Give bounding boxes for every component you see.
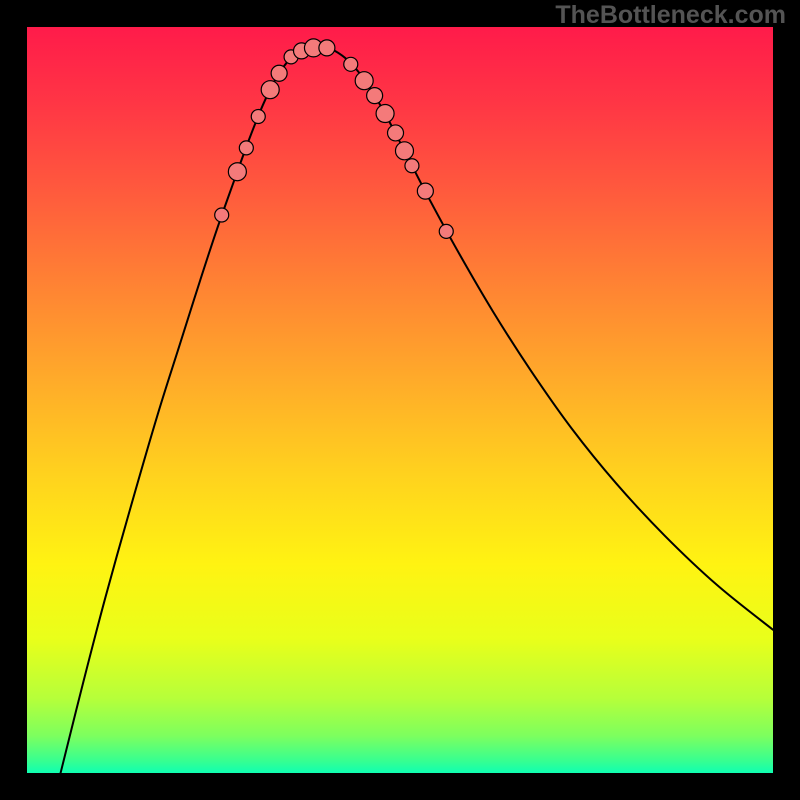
- data-marker: [417, 183, 433, 199]
- data-marker: [261, 81, 279, 99]
- curve-left-branch: [61, 48, 309, 773]
- data-marker: [439, 224, 453, 238]
- data-marker: [376, 105, 394, 123]
- data-marker: [271, 65, 287, 81]
- data-marker: [405, 159, 419, 173]
- data-marker: [319, 40, 335, 56]
- plot-area: [27, 27, 773, 773]
- data-marker: [251, 110, 265, 124]
- data-marker: [344, 57, 358, 71]
- data-marker: [367, 88, 383, 104]
- watermark-label: TheBottleneck.com: [555, 1, 786, 30]
- data-marker: [395, 142, 413, 160]
- data-marker: [239, 141, 253, 155]
- bottleneck-curve: [27, 27, 773, 773]
- data-marker: [215, 208, 229, 222]
- data-marker: [388, 125, 404, 141]
- data-marker: [355, 72, 373, 90]
- curve-right-branch: [309, 47, 773, 629]
- data-marker: [228, 163, 246, 181]
